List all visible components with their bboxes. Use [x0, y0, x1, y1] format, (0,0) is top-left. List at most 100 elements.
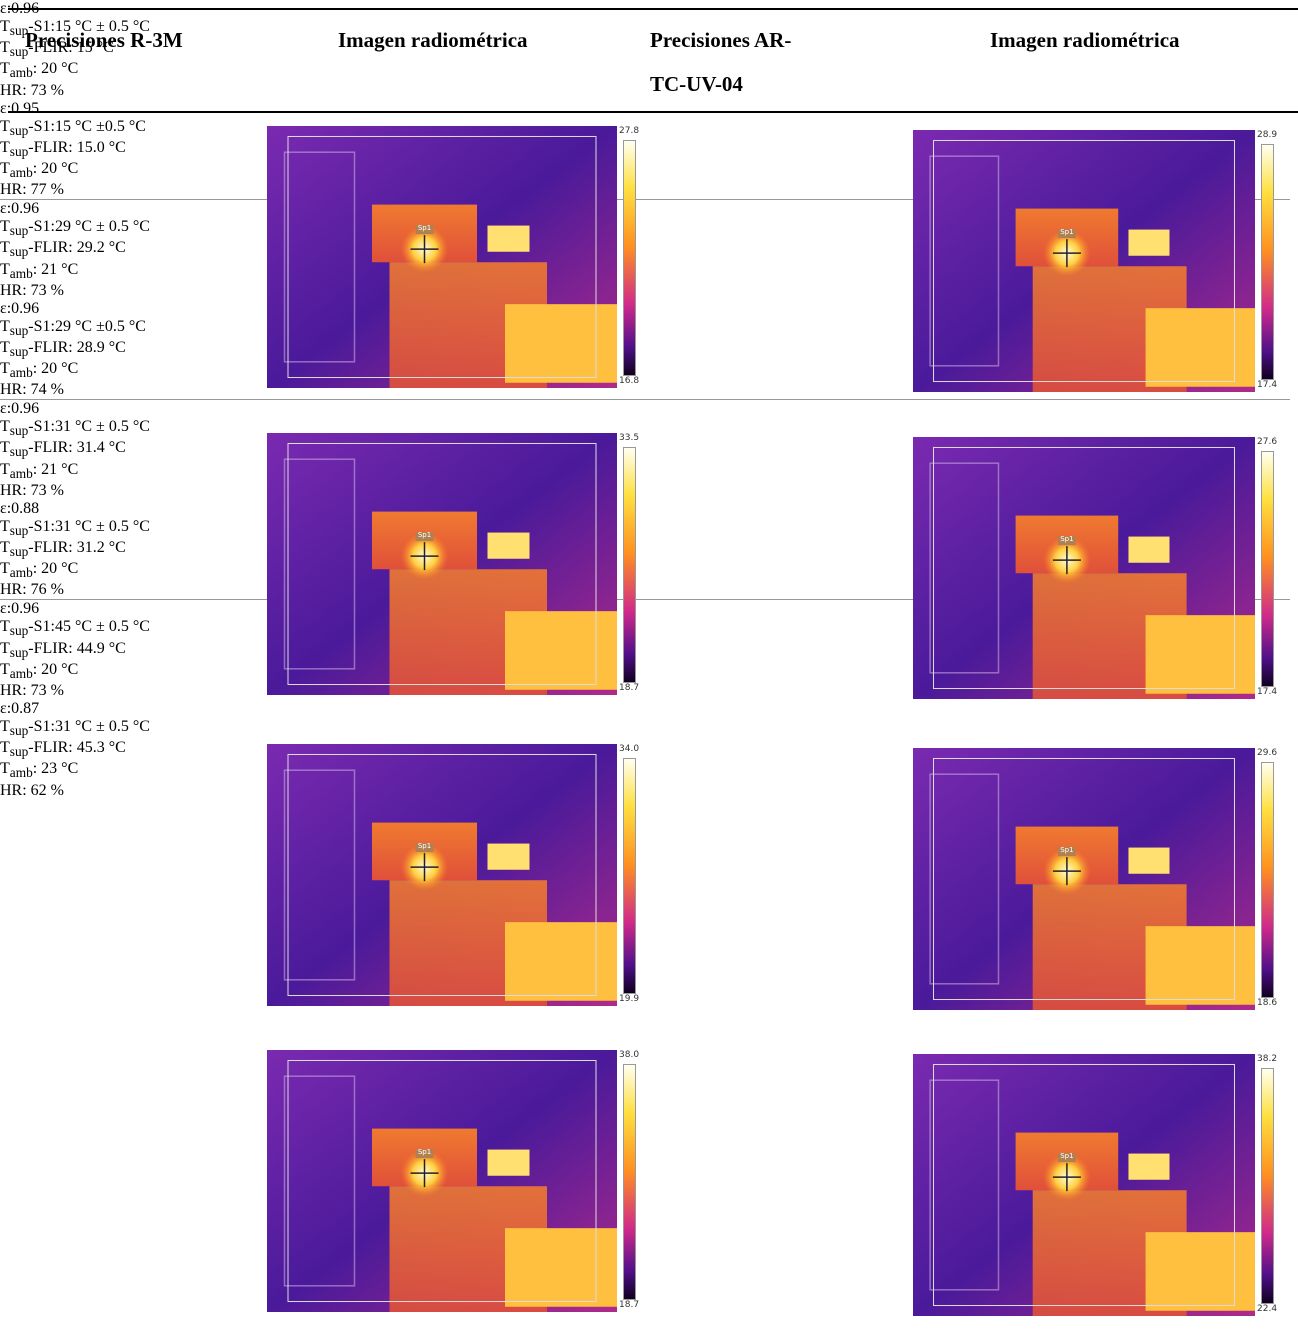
subscript: sup	[9, 143, 29, 159]
text: -S1:31 °C ± 0.5 °C	[28, 517, 150, 535]
cell-line: ε:0.96	[0, 600, 40, 618]
scale-max: 27.8	[619, 126, 640, 136]
text: : 20 °C	[32, 60, 79, 78]
thermal-image: Sp1 38.0 18.7	[267, 1050, 667, 1312]
scale-min: 16.8	[619, 376, 640, 386]
header-cell: Precisiones R-3M	[25, 28, 183, 52]
cell-line: HR: 73 %	[0, 81, 64, 99]
symbol: T	[0, 117, 10, 135]
subscript: sup	[9, 444, 29, 460]
symbol: T	[0, 338, 10, 356]
scale-max: 27.6	[1257, 437, 1278, 447]
cell-line: Tsup-FLIR: 44.9 °C	[0, 640, 1298, 661]
text: -S1:45 °C ± 0.5 °C	[28, 618, 150, 636]
cell-line: HR: 74 %	[0, 381, 64, 399]
text: -FLIR: 44.9 °C	[28, 639, 126, 657]
text: : 21 °C	[32, 460, 79, 478]
text: -S1:31 °C ± 0.5 °C	[28, 717, 150, 735]
symbol: T	[0, 460, 10, 478]
symbol: T	[0, 39, 10, 57]
thermal-image: Sp1 33.5 18.7	[267, 433, 667, 695]
cell-line: ε:0.87	[0, 699, 40, 717]
text: -FLIR: 15.0 °C	[28, 138, 126, 156]
cell-line: Tamb: 20 °C	[0, 360, 1298, 381]
cell-line: HR: 76 %	[0, 581, 64, 599]
scale-min: 19.9	[619, 994, 640, 1004]
text: : 23 °C	[32, 760, 79, 778]
scale-min: 22.4	[1257, 1304, 1278, 1314]
color-scale	[623, 140, 636, 376]
color-scale	[1261, 762, 1274, 998]
cell-line: HR: 73 %	[0, 481, 64, 499]
color-scale	[623, 1064, 636, 1300]
thermal-image: Sp1 27.6 17.4	[913, 437, 1298, 699]
subscript: sup	[9, 644, 29, 660]
subscript: sup	[9, 322, 29, 338]
symbol: T	[0, 218, 10, 236]
subscript: amb	[9, 565, 33, 581]
text: -S1:15 °C ± 0.5 °C	[28, 18, 150, 35]
text: -S1:29 °C ±0.5 °C	[28, 317, 146, 335]
symbol: T	[0, 560, 10, 578]
cell-line: Tsup-FLIR: 31.2 °C	[0, 539, 1298, 560]
symbol: T	[0, 159, 10, 177]
cell-line: Tsup-FLIR: 28.9 °C	[0, 339, 1298, 360]
symbol: T	[0, 138, 10, 156]
text: : 21 °C	[32, 260, 79, 278]
cell-line: Tamb: 20 °C	[0, 661, 1298, 682]
scale-max: 29.6	[1257, 748, 1278, 758]
spot-label: Sp1	[417, 842, 432, 851]
symbol: T	[0, 418, 10, 436]
thermal-photo	[913, 748, 1255, 1010]
subscript: amb	[9, 765, 33, 781]
scale-min: 18.7	[619, 1300, 640, 1310]
thermal-image: Sp1 38.2 22.4	[913, 1054, 1298, 1316]
cell-line: HR: 73 %	[0, 681, 64, 699]
text: : 20 °C	[32, 360, 79, 378]
symbol: T	[0, 360, 10, 378]
symbol: T	[0, 639, 10, 657]
scale-max: 34.0	[619, 744, 640, 754]
text: -FLIR: 31.4 °C	[28, 439, 126, 457]
text: -FLIR: 28.9 °C	[28, 338, 126, 356]
symbol: T	[0, 18, 10, 35]
subscript: sup	[9, 223, 29, 239]
cell-line: Tsup-S1:29 °C ±0.5 °C	[0, 318, 1298, 339]
scale-min: 17.4	[1257, 687, 1278, 697]
subscript: sup	[9, 523, 29, 538]
text: -S1:31 °C ± 0.5 °C	[28, 418, 150, 436]
scale-max: 38.0	[619, 1050, 640, 1060]
cell-line: ε:0.96	[0, 200, 40, 218]
symbol: T	[0, 760, 10, 778]
symbol: T	[0, 717, 10, 735]
cell-line: Tsup-S1:45 °C ± 0.5 °C	[0, 618, 1298, 639]
cell-line: Tamb: 21 °C	[0, 461, 1298, 482]
text: -FLIR: 45.3 °C	[28, 739, 126, 757]
header-cell: Precisiones AR-TC-UV-04	[650, 28, 792, 96]
subscript: sup	[9, 122, 29, 138]
scale-max: 28.9	[1257, 130, 1278, 140]
subscript: sup	[9, 623, 29, 639]
text: -FLIR: 31.2 °C	[28, 539, 126, 556]
cell-line: Tsup-FLIR: 15 °C	[0, 39, 1298, 60]
symbol: T	[0, 60, 10, 78]
subscript: sup	[9, 423, 29, 439]
symbol: T	[0, 517, 10, 535]
thermal-photo	[913, 437, 1255, 699]
spot-label: Sp1	[1060, 846, 1074, 855]
thermal-photo	[267, 126, 617, 388]
subscript: amb	[9, 165, 33, 181]
symbol: T	[0, 660, 10, 678]
cell-line: Tsup-FLIR: 15.0 °C	[0, 139, 1298, 160]
subscript: sup	[9, 723, 29, 739]
cell-line: HR: 73 %	[0, 281, 64, 299]
header-rule	[8, 111, 1298, 113]
thermal-photo	[913, 130, 1255, 392]
color-scale	[1261, 144, 1274, 380]
text: : 20 °C	[32, 660, 79, 678]
cell-line: Tsup-S1:31 °C ± 0.5 °C	[0, 718, 1298, 739]
header-cell: Imagen radiométrica	[990, 28, 1180, 52]
subscript: sup	[9, 244, 29, 260]
spot-label: Sp1	[417, 1148, 432, 1157]
symbol: T	[0, 739, 10, 757]
